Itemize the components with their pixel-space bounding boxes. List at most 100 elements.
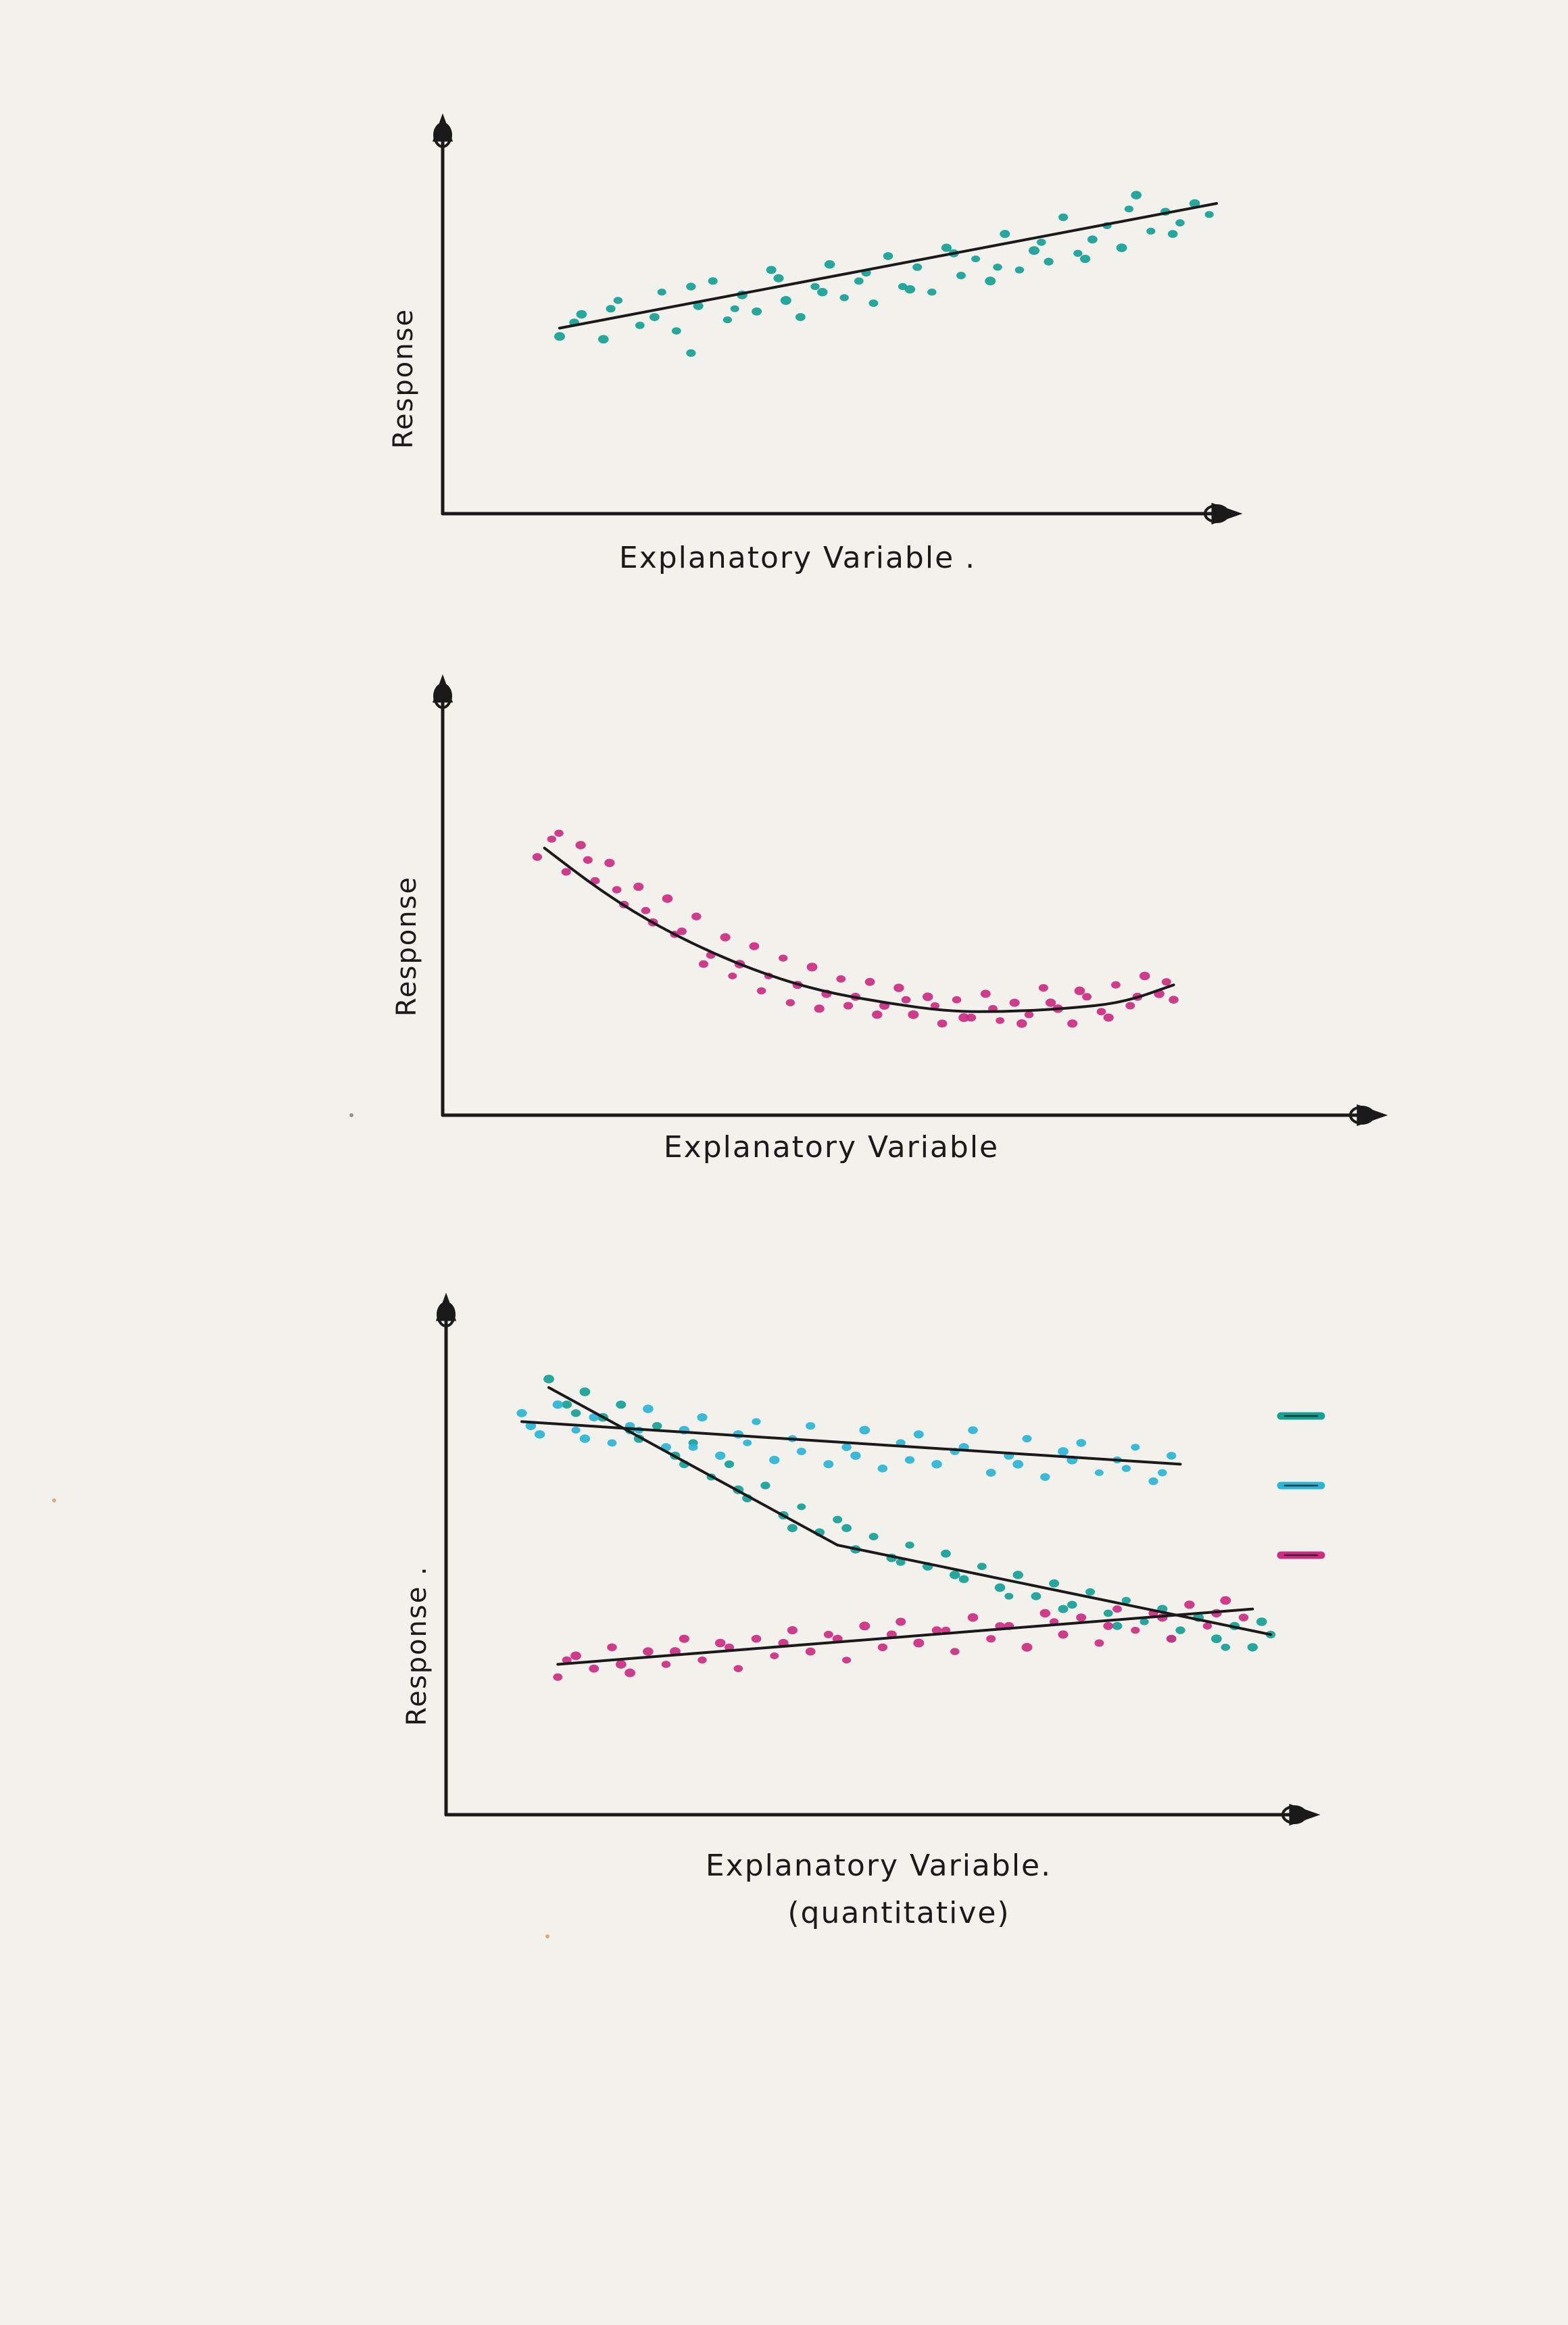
data-point <box>941 243 952 252</box>
data-point <box>576 310 587 319</box>
data-point <box>525 1421 537 1430</box>
data-point <box>643 1404 654 1413</box>
data-point <box>824 260 835 269</box>
data-point <box>1204 211 1214 218</box>
x-axis-arrow-loop <box>1281 1805 1307 1824</box>
series-1 <box>554 191 1214 358</box>
data-point <box>1021 1642 1033 1652</box>
data-point <box>841 1443 852 1451</box>
data-point <box>913 1430 924 1439</box>
data-point <box>589 1664 599 1673</box>
data-point <box>516 1409 527 1417</box>
data-point <box>562 1656 572 1664</box>
y-axis-label: Response <box>388 308 419 449</box>
data-point <box>688 1443 698 1451</box>
data-point <box>1167 230 1178 238</box>
data-point <box>779 954 788 962</box>
data-point <box>1058 213 1069 222</box>
data-point <box>1131 1627 1140 1634</box>
x-axis-arrow-loop <box>1349 1106 1375 1125</box>
data-point <box>1139 971 1150 981</box>
data-point <box>547 835 556 843</box>
data-point <box>1038 984 1048 992</box>
data-point <box>1211 1634 1222 1644</box>
x-axis-label: Explanatory Variable . <box>619 541 976 575</box>
y-axis-arrow-loop <box>433 683 452 709</box>
data-point <box>607 1643 617 1652</box>
y-axis-label: Response <box>391 876 422 1017</box>
data-point <box>583 856 593 864</box>
data-point <box>805 1647 816 1656</box>
data-point <box>1096 1008 1106 1016</box>
data-point <box>624 1668 635 1678</box>
data-point <box>534 1430 545 1439</box>
data-point <box>720 933 731 941</box>
data-point <box>931 1626 942 1634</box>
data-point <box>661 1661 671 1668</box>
data-point <box>652 1422 662 1430</box>
data-point <box>1247 1643 1258 1652</box>
data-point <box>1140 1618 1149 1625</box>
data-point <box>571 1426 581 1434</box>
data-point <box>893 983 904 992</box>
x-axis-label: Explanatory Variable. <box>706 1849 1052 1883</box>
data-point <box>1024 1010 1034 1019</box>
data-point <box>1131 191 1142 200</box>
data-point <box>733 1665 743 1673</box>
data-point <box>971 255 981 262</box>
data-point <box>810 283 820 291</box>
series-1 <box>543 1375 1276 1652</box>
data-point <box>937 1019 948 1028</box>
data-point <box>1082 993 1092 1001</box>
data-point <box>977 1563 987 1571</box>
data-point <box>806 1422 816 1430</box>
data-point <box>1076 1439 1086 1447</box>
data-point <box>751 1634 762 1643</box>
data-point <box>967 1613 979 1622</box>
data-point <box>1166 1634 1177 1643</box>
data-point <box>1175 219 1185 227</box>
data-point <box>552 1400 563 1409</box>
chart-3: Response . Explanatory Variable. (quantita… <box>401 1292 1325 1930</box>
data-point <box>606 305 616 313</box>
data-point <box>575 841 586 850</box>
data-point <box>958 1013 970 1023</box>
data-point <box>1004 1592 1014 1600</box>
data-point <box>714 1638 726 1648</box>
data-point <box>806 962 818 972</box>
data-point <box>950 1648 960 1655</box>
data-point <box>1121 1465 1131 1472</box>
data-point <box>643 1647 654 1656</box>
data-point <box>773 274 784 283</box>
data-point <box>905 1541 914 1549</box>
data-point <box>579 1434 591 1443</box>
data-point <box>930 1002 939 1010</box>
data-point <box>1058 1630 1069 1639</box>
y-axis-arrow <box>432 113 454 142</box>
data-point <box>691 912 702 921</box>
data-point <box>1000 230 1010 239</box>
data-point <box>1169 996 1179 1004</box>
data-point <box>553 1673 563 1681</box>
data-point <box>1016 1019 1027 1028</box>
data-point <box>1087 235 1098 244</box>
data-point <box>1103 1621 1114 1630</box>
data-point <box>985 1469 996 1477</box>
data-point <box>1029 246 1039 255</box>
data-point <box>1161 978 1171 986</box>
data-point <box>896 1617 906 1626</box>
data-point <box>1074 986 1085 996</box>
data-point <box>769 1455 780 1465</box>
data-point <box>752 307 762 316</box>
data-point <box>1158 1469 1167 1477</box>
data-point <box>814 1004 825 1013</box>
data-point <box>590 877 600 885</box>
data-point <box>868 1533 879 1540</box>
data-point <box>1085 1588 1095 1596</box>
data-point <box>980 989 991 998</box>
data-point <box>604 858 615 868</box>
data-point <box>1103 1013 1114 1022</box>
x-axis-arrow <box>1211 502 1243 525</box>
data-point <box>1009 998 1020 1007</box>
